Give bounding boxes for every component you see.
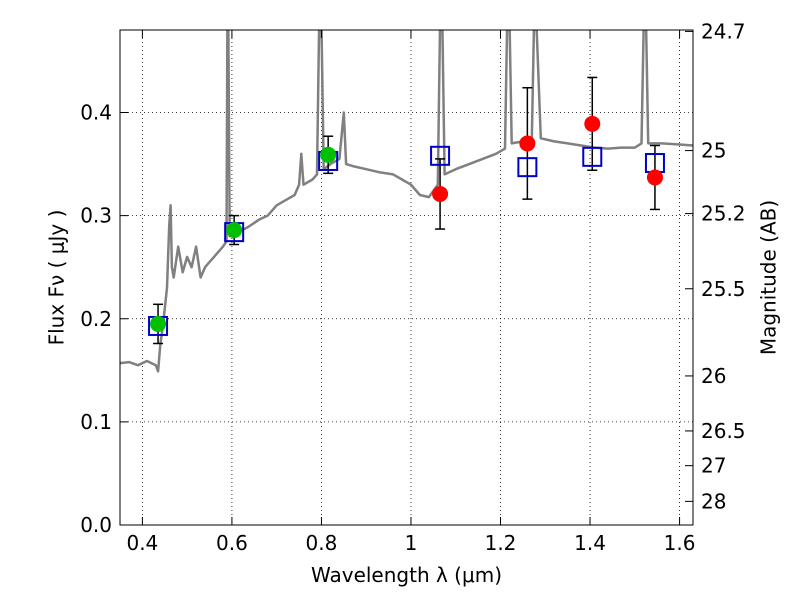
data-point-marker	[320, 146, 337, 163]
x-tick-label: 1.2	[485, 531, 517, 555]
y-tick-label: 0.3	[80, 204, 112, 228]
y-tick-label: 0.1	[80, 410, 112, 434]
x-tick-label: 0.4	[126, 531, 158, 555]
spectrum-line	[120, 30, 693, 373]
model-square-marker	[517, 157, 538, 178]
x-tick-label: 1.4	[574, 531, 606, 555]
y-axis-title: Flux Fν ( μJy )	[45, 210, 69, 346]
model-square-marker	[582, 146, 603, 167]
right-tick-label: 25.5	[701, 277, 746, 301]
data-markers	[148, 115, 665, 336]
right-tick-label: 24.7	[701, 19, 746, 43]
data-point-marker	[150, 315, 167, 332]
axis-ticks: 0.4 0.6 0.8 1 1.2 1.4 1.6 0.0 0.1 0.2 0.3 0.4 24.7 25…	[80, 19, 745, 555]
x-tick-label: 0.6	[216, 531, 248, 555]
model-square-marker	[430, 145, 451, 166]
right-tick-label: 26	[701, 364, 726, 388]
x-tick-label: 1	[405, 531, 418, 555]
right-axis-title: Magnitude (AB)	[757, 200, 781, 355]
data-point-marker	[584, 115, 601, 132]
right-tick-label: 25	[701, 139, 726, 163]
y-tick-label: 0.4	[80, 101, 112, 125]
x-axis-title: Wavelength λ (μm)	[311, 563, 502, 587]
x-tick-label: 0.8	[306, 531, 338, 555]
data-point-marker	[646, 169, 663, 186]
plot-frame	[119, 29, 694, 526]
model-spectrum	[120, 30, 693, 373]
grid-lines	[120, 30, 693, 525]
right-tick-label: 28	[701, 489, 726, 513]
right-tick-label: 27	[701, 454, 726, 478]
data-point-marker	[432, 185, 449, 202]
data-point-marker	[226, 222, 243, 239]
x-tick-label: 1.6	[664, 531, 696, 555]
y-tick-label: 0.0	[80, 513, 112, 537]
right-tick-label: 26.5	[701, 419, 746, 443]
right-tick-label: 25.2	[701, 202, 746, 226]
y-tick-label: 0.2	[80, 307, 112, 331]
data-point-marker	[519, 135, 536, 152]
